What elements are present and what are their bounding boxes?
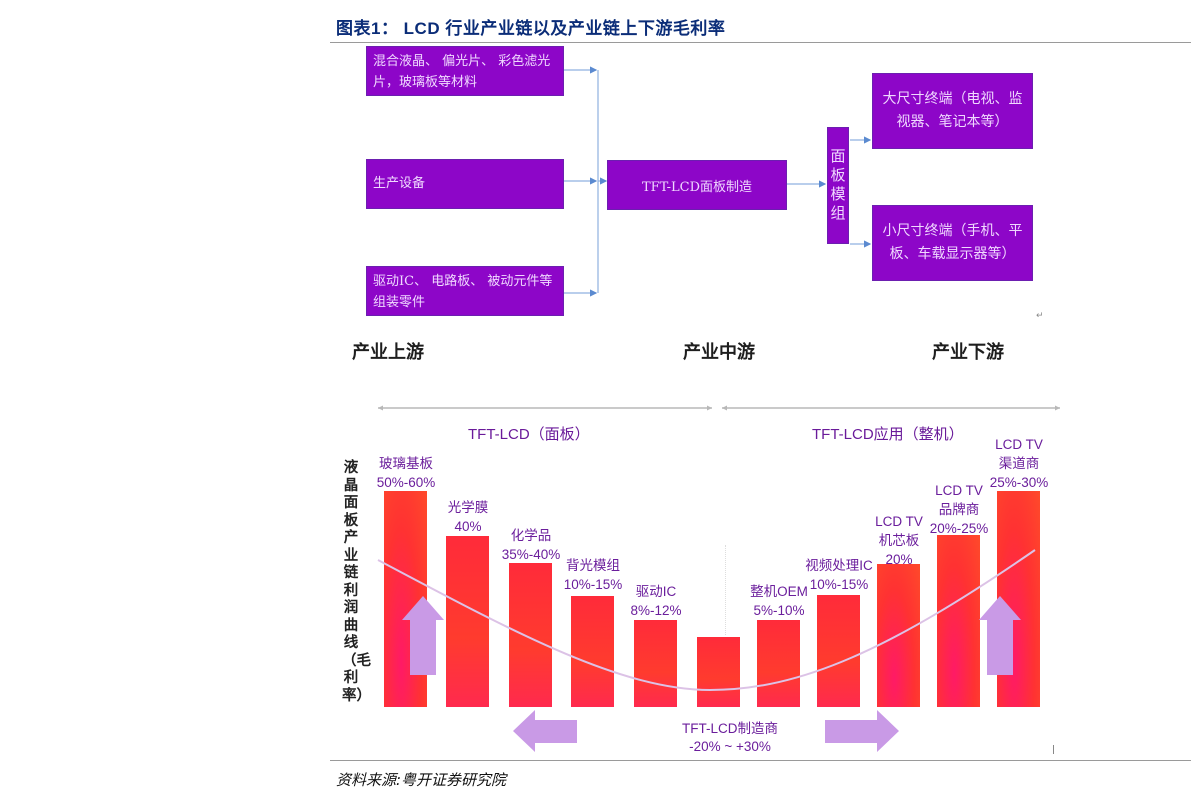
y-axis-label: 液晶面板产业链利润曲线（毛利率） [342, 460, 371, 704]
smile-curve [377, 549, 1036, 692]
title-divider [330, 42, 1191, 43]
up-arrow-left-icon [402, 596, 444, 675]
bar-driver-ic [634, 620, 677, 707]
upstream-box-materials: 混合液晶、 偏光片、 彩色滤光片，玻璃板等材料 [366, 46, 564, 96]
source-note: 资料来源:粤开证券研究院 [336, 771, 507, 789]
footer-divider [330, 760, 1191, 761]
bar-optical-film [446, 536, 489, 707]
bar-label-tv-brand: LCD TV 品牌商 20%-25% [929, 483, 989, 536]
bar-label-tv-channel: LCD TV 渠道商 25%-30% [989, 437, 1049, 490]
module-box-panel-module: 面板模组 [827, 127, 849, 244]
bar-label-oem: 整机OEM 5%-10% [750, 584, 808, 618]
bar-chemicals [509, 563, 552, 707]
stage-downstream: 产业下游 [932, 342, 1004, 362]
flow-connectors [564, 66, 872, 297]
bar-tv-brand [937, 535, 980, 707]
smile-curve-layer [377, 549, 1036, 752]
bar-label-optical-film: 光学膜 40% [447, 500, 489, 534]
return-mark-icon: ↵ [1036, 311, 1044, 321]
bar-tft-lcd-manufacturer [697, 637, 740, 707]
downstream-box-small-terminal: 小尺寸终端（手机、平板、车载显示器等） [872, 205, 1033, 281]
bar-label-glass-substrate: 玻璃基板 50%-60% [376, 456, 436, 490]
segment-span-lines [378, 405, 1060, 411]
left-arrow-icon [513, 710, 577, 752]
segment-label-panel: TFT-LCD（面板） [468, 426, 590, 443]
bar-label-chemicals: 化学品 35%-40% [501, 528, 561, 562]
manufacturer-label: TFT-LCD制造商 -20% ~ +30% [682, 721, 778, 754]
bar-backlight-module [571, 596, 614, 707]
stage-upstream: 产业上游 [352, 342, 424, 362]
right-arrow-icon [825, 710, 899, 752]
up-arrow-right-icon [979, 596, 1021, 675]
bar-label-video-ic: 视频处理IC 10%-15% [805, 558, 873, 592]
upstream-box-components: 驱动IC、 电路板、 被动元件等组装零件 [366, 266, 564, 316]
segment-divider [725, 545, 726, 635]
stage-midstream: 产业中游 [683, 342, 755, 362]
figure-title: 图表1： LCD 行业产业链以及产业链上下游毛利率 [336, 19, 726, 38]
midstream-box-panel-manufacturing: TFT-LCD面板制造 [607, 160, 787, 210]
bar-video-ic [817, 595, 860, 707]
bar-label-backlight-module: 背光模组 10%-15% [563, 558, 623, 592]
segment-label-application: TFT-LCD应用（整机） [812, 426, 964, 443]
downstream-box-large-terminal: 大尺寸终端（电视、监视器、笔记本等） [872, 73, 1033, 149]
bar-label-driver-ic: 驱动IC 8%-12% [630, 584, 682, 618]
bar-label-tv-mainboard: LCD TV 机芯板 20% [875, 514, 923, 567]
upstream-box-equipment: 生产设备 [366, 159, 564, 209]
cursor-mark [1053, 745, 1054, 754]
bar-oem [757, 620, 800, 707]
